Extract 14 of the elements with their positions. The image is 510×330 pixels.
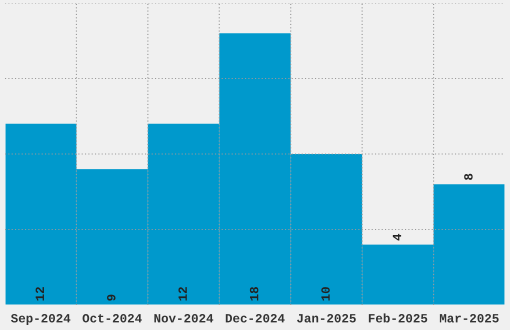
x-tick-label: Oct-2024 xyxy=(82,314,142,323)
data-label: 12 xyxy=(36,287,44,301)
data-label: 9 xyxy=(107,294,116,301)
data-label: 4 xyxy=(392,234,402,241)
x-tick-label: Sep-2024 xyxy=(10,314,70,325)
x-tick-label: Jan-2025 xyxy=(297,314,356,323)
data-label: 8 xyxy=(464,174,473,180)
x-tick-label: Feb-2025 xyxy=(368,313,428,323)
data-label: 18 xyxy=(250,287,258,301)
data-label: 10 xyxy=(321,287,330,301)
x-tick-label: Dec-2024 xyxy=(226,314,285,323)
x-tick-label: Mar-2025 xyxy=(440,314,499,323)
x-tick-label: Nov-2024 xyxy=(154,314,214,323)
data-label: 12 xyxy=(178,287,187,301)
